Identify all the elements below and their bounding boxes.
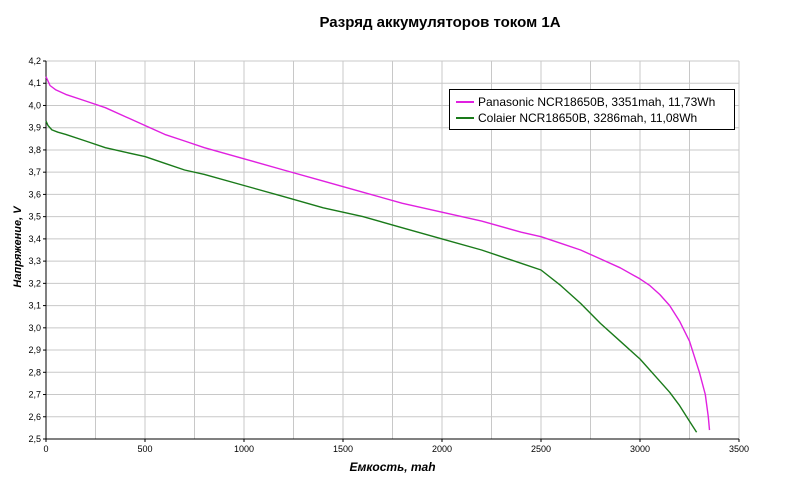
series-line-0 bbox=[45, 76, 711, 431]
legend-swatch-panasonic bbox=[456, 101, 474, 103]
series-line-1 bbox=[45, 120, 698, 433]
series-lines bbox=[45, 76, 711, 433]
y-tick-label: 3,2 bbox=[28, 278, 41, 288]
x-tick-label: 500 bbox=[137, 444, 152, 454]
axes bbox=[43, 60, 740, 442]
legend-item-panasonic: Panasonic NCR18650B, 3351mah, 11,73Wh bbox=[456, 94, 728, 110]
y-tick-label: 3,0 bbox=[28, 323, 41, 333]
chart-title: Разряд аккумуляторов током 1А bbox=[319, 14, 561, 31]
x-tick-label: 1500 bbox=[333, 444, 353, 454]
x-tick-labels: 0 500 1000 1500 2000 2500 3000 3500 bbox=[43, 444, 749, 454]
y-tick-label: 2,5 bbox=[28, 434, 41, 444]
y-tick-label: 3,6 bbox=[28, 189, 41, 199]
y-tick-label: 2,9 bbox=[28, 345, 41, 355]
y-axis-label: Напряжение, V bbox=[12, 206, 24, 288]
x-tick-label: 3500 bbox=[729, 444, 749, 454]
y-tick-label: 3,3 bbox=[28, 256, 41, 266]
y-tick-label: 2,8 bbox=[28, 367, 41, 377]
legend: Panasonic NCR18650B, 3351mah, 11,73Wh Co… bbox=[449, 89, 735, 130]
x-tick-label: 2000 bbox=[432, 444, 452, 454]
y-tick-label: 3,9 bbox=[28, 123, 41, 133]
legend-item-colaier: Colaier NCR18650B, 3286mah, 11,08Wh bbox=[456, 110, 728, 126]
y-tick-label: 4,0 bbox=[28, 100, 41, 110]
y-tick-label: 4,1 bbox=[28, 78, 41, 88]
y-tick-labels: 2,5 2,6 2,7 2,8 2,9 3,0 3,1 3,2 3,3 3,4 3,5 3,6 3,7 3… bbox=[28, 56, 41, 444]
legend-label-colaier: Colaier NCR18650B, 3286mah, 11,08Wh bbox=[478, 111, 698, 125]
y-tick-label: 4,2 bbox=[28, 56, 41, 66]
x-tick-label: 0 bbox=[43, 444, 48, 454]
y-tick-label: 2,6 bbox=[28, 412, 41, 422]
x-tick-label: 1000 bbox=[234, 444, 254, 454]
legend-label-panasonic: Panasonic NCR18650B, 3351mah, 11,73Wh bbox=[478, 95, 716, 109]
y-tick-label: 3,1 bbox=[28, 301, 41, 311]
y-tick-label: 2,7 bbox=[28, 390, 41, 400]
y-tick-label: 3,7 bbox=[28, 167, 41, 177]
y-tick-label: 3,4 bbox=[28, 234, 41, 244]
legend-swatch-colaier bbox=[456, 117, 474, 119]
x-tick-label: 3000 bbox=[630, 444, 650, 454]
y-tick-label: 3,5 bbox=[28, 212, 41, 222]
y-tick-label: 3,8 bbox=[28, 145, 41, 155]
x-tick-label: 2500 bbox=[531, 444, 551, 454]
x-axis-label: Емкость, mah bbox=[349, 460, 436, 474]
